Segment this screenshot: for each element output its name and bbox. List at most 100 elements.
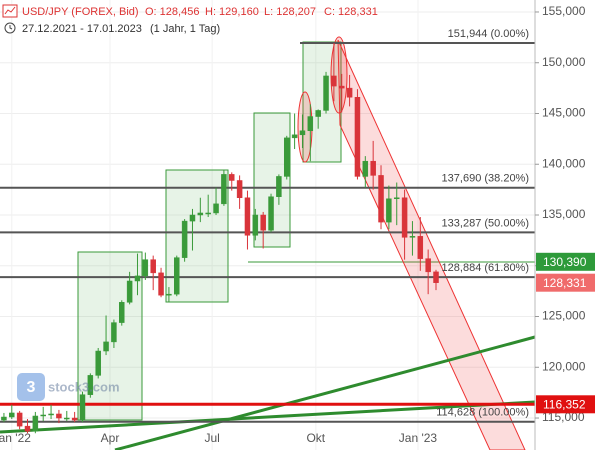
price-marker-label: 130,390 [543,255,587,269]
header-icon [4,6,16,15]
candle-body [134,275,141,282]
candle-body [386,198,392,223]
candle-body [189,214,196,222]
candle-body [401,197,408,238]
period: (1 Jahr, 1 Tag) [150,23,220,35]
candle-body [354,96,361,177]
fib-label: 151,944 (0.00%) [448,28,529,40]
candle-body [283,137,290,177]
price-marker-label: 116,352 [543,397,586,411]
candle-body [16,412,23,427]
candle-body [158,272,164,296]
y-tick-label: 140,000 [542,156,586,170]
candle-body [56,413,62,419]
candle-body [433,271,439,283]
fib-label: 137,690 (38.20%) [442,173,529,185]
fib-label: 114,628 (100.00%) [436,407,529,419]
candle-body [425,258,431,273]
price-marker [536,252,595,271]
ohlc: H: 129,160 [205,6,259,18]
highlight [330,36,348,114]
trend-line [114,335,536,450]
candle-body [370,160,376,176]
candle-body [236,180,243,198]
candle-body [166,293,172,296]
candle-body [213,203,219,214]
ohlc: L: 128,207 [264,6,316,18]
candle-body [393,197,400,200]
clock-icon [4,22,16,34]
candle-body [103,341,109,352]
candle-body [48,413,54,416]
y-tick-label: 120,000 [542,359,586,373]
x-tick-label: Jul [204,431,219,445]
price-marker [536,273,595,292]
box [302,41,342,163]
candle-body [24,425,31,432]
y-tick-label: 115,000 [542,410,585,424]
y-tick-label: 150,000 [542,55,586,69]
candle-body [40,414,46,417]
candle-body [276,176,282,197]
candles [1,43,439,434]
candle-body [299,130,306,136]
candle-body [79,394,86,421]
x-tick-label: Jan '23 [399,431,438,445]
candle-body [119,302,125,323]
candle-body [142,259,149,277]
candle-body [417,236,424,259]
candle-body [409,236,416,238]
candle-body [346,87,353,98]
candle-body [229,174,235,181]
candle-body [126,280,133,303]
levels: 151,944 (0.00%) 137,690 (38.20%) 133,287 (… [0,28,535,423]
fib-label: 133,287 (50.00%) [442,217,529,229]
logo [17,373,45,401]
y-tick-label: 155,000 [542,4,586,18]
y-tick-label: 145,000 [542,106,586,120]
candle-body [197,212,204,216]
candle-body [331,75,337,87]
candle-body [111,322,117,343]
ohlc: C: 128,331 [324,6,378,18]
candle-body [260,214,266,231]
grid [0,0,535,450]
candle-body [338,85,345,89]
candle-body [181,220,188,258]
x-tick-label: Jan '22 [0,431,31,445]
trend-line [0,400,536,434]
candle-body [205,212,211,215]
fib-label: 128,884 (61.80%) [442,262,529,274]
clock-icon [9,25,13,30]
date-range: 27.12.2021 - 17.01.2023 [22,23,142,35]
y-tick-label: 125,000 [542,309,586,323]
candle-body [362,160,369,177]
candle-body [268,196,274,231]
watermark: 3 stock3.com [17,373,120,401]
x-tick-label: Apr [101,431,120,445]
channel [337,39,526,450]
candle-body [378,175,384,223]
candle-body [87,375,94,395]
y-tick-label: 135,000 [542,207,586,221]
candle-body [32,415,39,432]
price-marker-label: 128,331 [543,276,587,290]
candle-body [291,134,298,139]
ohlc: O: 128,456 [145,6,199,18]
candle-body [9,412,15,418]
x-tick-label: Okt [306,431,325,445]
candle-body [64,417,70,420]
price-marker [536,395,595,414]
candle-body [315,110,321,117]
candle-body [174,257,180,295]
candle-body [1,416,7,421]
header: USD/JPY (FOREX, Bid) O: 128,456 H: 129,1… [2,4,378,35]
watermark-text: stock3.com [48,379,120,394]
candle-body [323,75,329,111]
candle-body [307,116,314,131]
candle-body [244,197,251,236]
candle-body [95,350,101,376]
candle-body [71,417,78,421]
